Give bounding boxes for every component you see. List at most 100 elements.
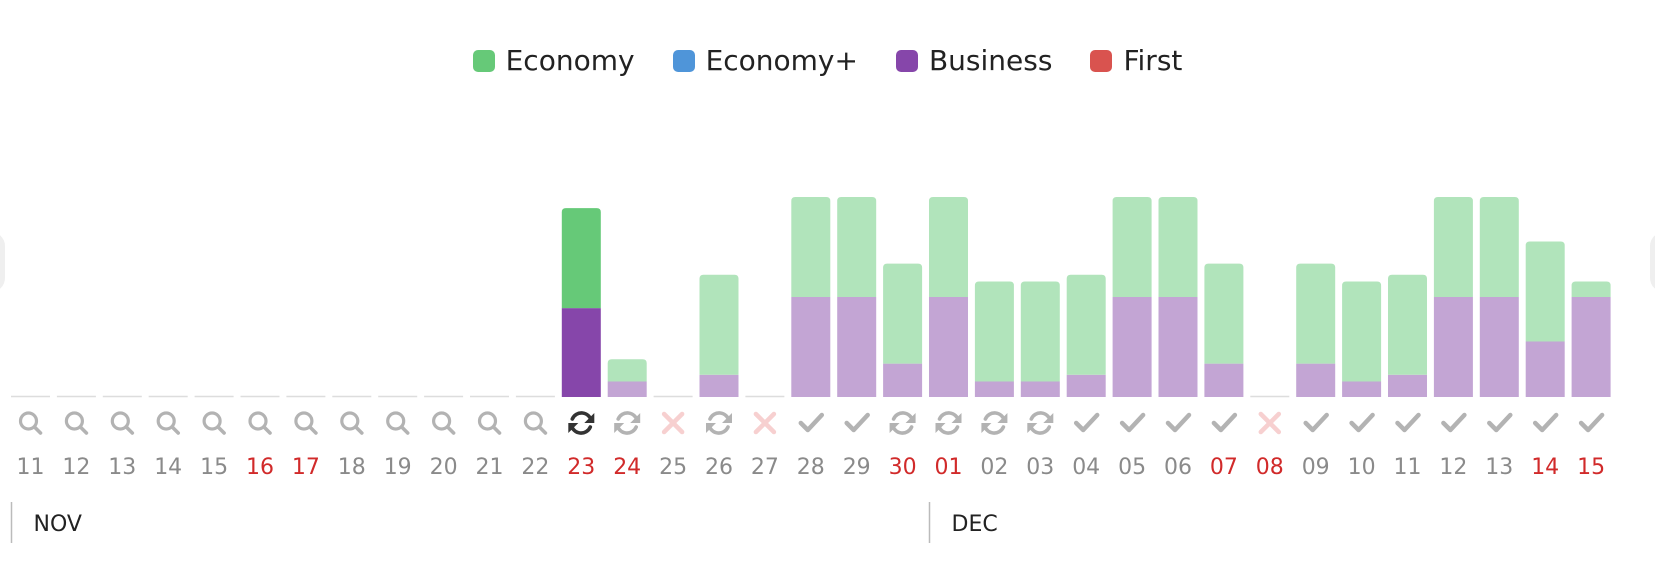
search-icon-lens	[18, 411, 39, 431]
day-column-5[interactable]: 15	[194, 395, 234, 481]
day-column-34[interactable]: 14	[1525, 241, 1565, 480]
date-label: 26	[705, 455, 733, 480]
day-column-11[interactable]: 21	[470, 395, 509, 481]
bar-segment-economy	[1388, 274, 1427, 375]
search-icon-handle	[78, 425, 89, 435]
day-column-14[interactable]: 24	[607, 359, 647, 480]
search-icon-handle	[32, 425, 43, 435]
day-column-27[interactable]: 07	[1204, 263, 1244, 480]
error-x-stroke-b	[661, 411, 685, 435]
day-column-25[interactable]: 05	[1112, 197, 1152, 480]
day-column-22[interactable]: 02	[974, 281, 1014, 480]
date-label: 11	[1394, 455, 1422, 480]
day-column-18[interactable]: 28	[791, 197, 831, 480]
date-label: 16	[246, 455, 274, 480]
search-icon	[202, 411, 226, 435]
bar-segment-economy	[929, 197, 968, 297]
bar-segment-economy	[1296, 263, 1336, 364]
legend-item-business[interactable]: Business	[895, 44, 1052, 77]
bar-segment-economy	[561, 208, 601, 309]
day-column-4[interactable]: 14	[148, 395, 188, 481]
day-column-15[interactable]: 25	[653, 395, 693, 481]
date-label: 01	[935, 455, 963, 480]
search-icon-handle	[170, 425, 180, 435]
day-column-23[interactable]: 03	[1020, 281, 1060, 480]
error-x-stroke-b	[753, 411, 777, 435]
legend-item-first[interactable]: First	[1090, 44, 1182, 77]
bar-segment-economy	[607, 359, 647, 382]
day-column-10[interactable]: 20	[424, 395, 464, 481]
date-label: 21	[476, 455, 504, 480]
bar-segment-economy	[974, 281, 1014, 382]
check-icon	[1441, 412, 1467, 433]
refresh-arrowhead-bottom	[935, 423, 946, 433]
refresh-arrowhead-top	[722, 413, 732, 423]
date-label: 17	[292, 455, 320, 480]
bar-segment-business	[837, 297, 877, 397]
day-column-35[interactable]: 15	[1571, 281, 1611, 480]
bar-segment-business	[791, 297, 831, 397]
refresh-icon	[981, 411, 1008, 435]
scroll-right-handle[interactable]	[1650, 232, 1655, 292]
search-icon-lens	[477, 411, 498, 431]
day-column-12[interactable]: 22	[515, 395, 555, 481]
day-column-3[interactable]: 13	[102, 395, 142, 481]
bar-segment-economy	[1112, 197, 1152, 297]
month-label: NOV	[34, 512, 82, 537]
day-column-9[interactable]: 19	[378, 395, 418, 481]
date-label: 07	[1210, 455, 1238, 480]
bar-segment-economy	[1204, 263, 1244, 364]
search-icon-handle	[537, 425, 548, 435]
day-column-26[interactable]: 06	[1158, 197, 1198, 480]
search-icon	[477, 411, 502, 435]
bar-segment-business	[974, 381, 1014, 397]
day-column-19[interactable]: 29	[837, 197, 877, 480]
search-icon	[156, 411, 180, 435]
search-icon	[432, 411, 456, 435]
refresh-active-icon	[568, 411, 595, 435]
refresh-arrowhead-bottom	[614, 423, 625, 433]
date-label: 06	[1164, 455, 1192, 480]
day-column-16[interactable]: 26	[699, 274, 739, 480]
day-column-20[interactable]: 30	[883, 263, 923, 480]
check-icon	[1395, 412, 1421, 433]
day-column-6[interactable]: 16	[240, 395, 280, 481]
date-label: 12	[1439, 455, 1467, 480]
refresh-icon	[1027, 411, 1054, 435]
refresh-arrowhead-bottom	[981, 423, 992, 433]
bar-segment-business	[929, 297, 968, 397]
check-icon	[1349, 412, 1375, 433]
date-label: 13	[108, 455, 136, 480]
day-column-31[interactable]: 11	[1388, 274, 1427, 480]
bar-segment-economy	[1571, 281, 1611, 297]
check-icon	[1532, 412, 1559, 433]
legend-label-economy: Economy	[505, 44, 635, 77]
date-label: 09	[1302, 455, 1330, 480]
month-marker-dec: DEC	[928, 502, 998, 543]
day-column-24[interactable]: 04	[1066, 274, 1106, 480]
day-column-13[interactable]: 23	[561, 208, 601, 480]
search-icon-handle	[124, 425, 135, 435]
day-column-17[interactable]: 27	[745, 395, 785, 481]
day-column-8[interactable]: 18	[332, 395, 372, 481]
day-column-33[interactable]: 13	[1479, 197, 1519, 480]
check-icon	[1165, 412, 1192, 433]
day-column-2[interactable]: 12	[56, 395, 96, 481]
day-column-21[interactable]: 01	[929, 197, 968, 480]
legend-item-economy[interactable]: Economy	[472, 44, 635, 77]
bar-segment-economy	[1158, 197, 1198, 297]
day-column-28[interactable]: 08	[1250, 395, 1290, 481]
check-icon	[1119, 412, 1146, 433]
day-column-29[interactable]: 09	[1296, 263, 1336, 480]
check-icon	[1073, 412, 1100, 433]
search-icon-lens	[156, 411, 176, 431]
day-column-30[interactable]: 10	[1342, 281, 1382, 480]
legend-item-economy-plus[interactable]: Economy+	[672, 44, 858, 77]
day-column-7[interactable]: 17	[286, 395, 326, 481]
day-column-1[interactable]: 11	[11, 395, 50, 481]
date-label: 27	[751, 455, 779, 480]
legend-label-first: First	[1123, 44, 1183, 77]
refresh-icon	[614, 411, 641, 435]
day-column-32[interactable]: 12	[1433, 197, 1473, 480]
scroll-left-handle[interactable]	[0, 232, 5, 292]
